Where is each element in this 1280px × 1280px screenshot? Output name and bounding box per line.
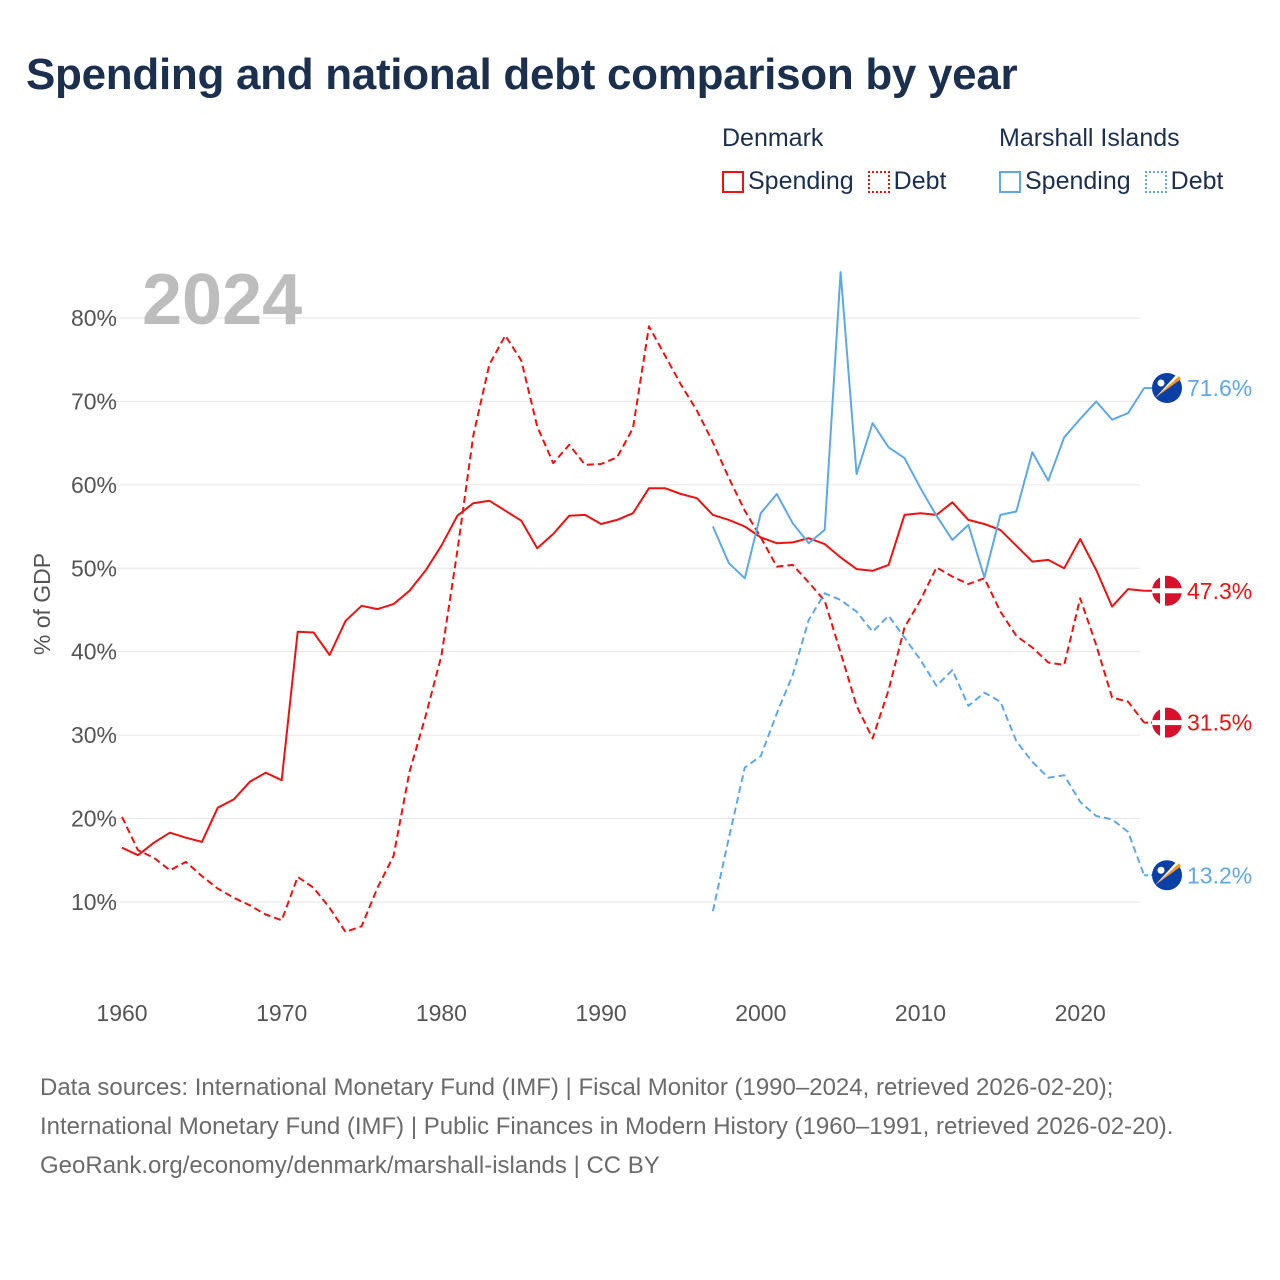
x-tick-label: 1970 bbox=[256, 1000, 307, 1026]
legend-denmark: Denmark Spending Debt bbox=[722, 124, 946, 196]
year-watermark: 2024 bbox=[142, 260, 302, 340]
y-tick-label: 20% bbox=[71, 806, 117, 832]
end-value-label: 13.2% bbox=[1187, 862, 1252, 888]
flag-star bbox=[1157, 866, 1165, 874]
y-axis-label: % of GDP bbox=[29, 553, 55, 655]
legend-mi-debt[interactable]: Debt bbox=[1144, 167, 1224, 196]
x-tick-label: 2000 bbox=[735, 1000, 786, 1026]
y-tick-label: 30% bbox=[71, 722, 117, 748]
y-tick-label: 10% bbox=[71, 889, 117, 915]
dotted-swatch-icon bbox=[867, 170, 890, 193]
marshall-islands-flag-icon bbox=[1152, 373, 1182, 404]
data-sources: Data sources: International Monetary Fun… bbox=[40, 1074, 1174, 1140]
series-line-marshall-islands-debt bbox=[711, 592, 1146, 912]
legend-label: Spending bbox=[748, 167, 854, 195]
end-value-label: 71.6% bbox=[1187, 375, 1252, 401]
y-tick-label: 50% bbox=[71, 555, 117, 581]
flag-cross bbox=[1152, 720, 1182, 726]
end-value-label: 31.5% bbox=[1187, 710, 1252, 736]
marshall-islands-flag-icon bbox=[1152, 860, 1182, 891]
legend-country-label: Denmark bbox=[722, 124, 824, 152]
solid-swatch-icon bbox=[722, 170, 744, 193]
series-line-marshall-islands-spending bbox=[711, 271, 1145, 580]
end-value-label: 47.3% bbox=[1187, 578, 1252, 604]
footer: Data sources: International Monetary Fun… bbox=[40, 1068, 1240, 1185]
legend-denmark-debt[interactable]: Debt bbox=[867, 167, 947, 196]
series-line-denmark-debt bbox=[121, 325, 1145, 933]
y-tick-label: 60% bbox=[71, 472, 117, 498]
legend-label: Debt bbox=[1170, 167, 1224, 195]
denmark-flag-icon bbox=[1152, 707, 1182, 738]
legend-denmark-spending[interactable]: Spending bbox=[722, 167, 854, 196]
legend-marshall-islands: Marshall Islands Spending Debt bbox=[999, 124, 1223, 196]
x-tick-label: 1980 bbox=[416, 1000, 467, 1026]
credit-link[interactable]: GeoRank.org/economy/denmark/marshall-isl… bbox=[40, 1152, 660, 1179]
flag-stripe bbox=[1155, 862, 1179, 886]
x-tick-label: 1960 bbox=[96, 1000, 147, 1026]
legend-mi-spending[interactable]: Spending bbox=[999, 167, 1131, 196]
series-line-denmark-spending bbox=[121, 487, 1145, 857]
y-tick-label: 80% bbox=[71, 305, 117, 331]
x-tick-label: 2020 bbox=[1055, 1000, 1106, 1026]
y-tick-label: 70% bbox=[71, 388, 117, 414]
flag-stripe bbox=[1155, 375, 1179, 399]
denmark-flag-icon bbox=[1152, 575, 1182, 606]
x-tick-label: 2010 bbox=[895, 1000, 946, 1026]
dotted-swatch-icon bbox=[1144, 170, 1167, 193]
flag-star bbox=[1157, 379, 1165, 387]
legend-label: Spending bbox=[1025, 167, 1131, 195]
legend-label: Debt bbox=[893, 167, 947, 195]
legend-country-label: Marshall Islands bbox=[999, 124, 1180, 152]
solid-swatch-icon bbox=[999, 170, 1021, 193]
flag-stripe bbox=[1155, 863, 1181, 886]
y-tick-label: 40% bbox=[71, 639, 117, 665]
flag-cross bbox=[1152, 588, 1182, 594]
x-tick-label: 1990 bbox=[576, 1000, 627, 1026]
flag-stripe bbox=[1155, 376, 1181, 399]
chart-title: Spending and national debt comparison by… bbox=[26, 50, 1018, 99]
